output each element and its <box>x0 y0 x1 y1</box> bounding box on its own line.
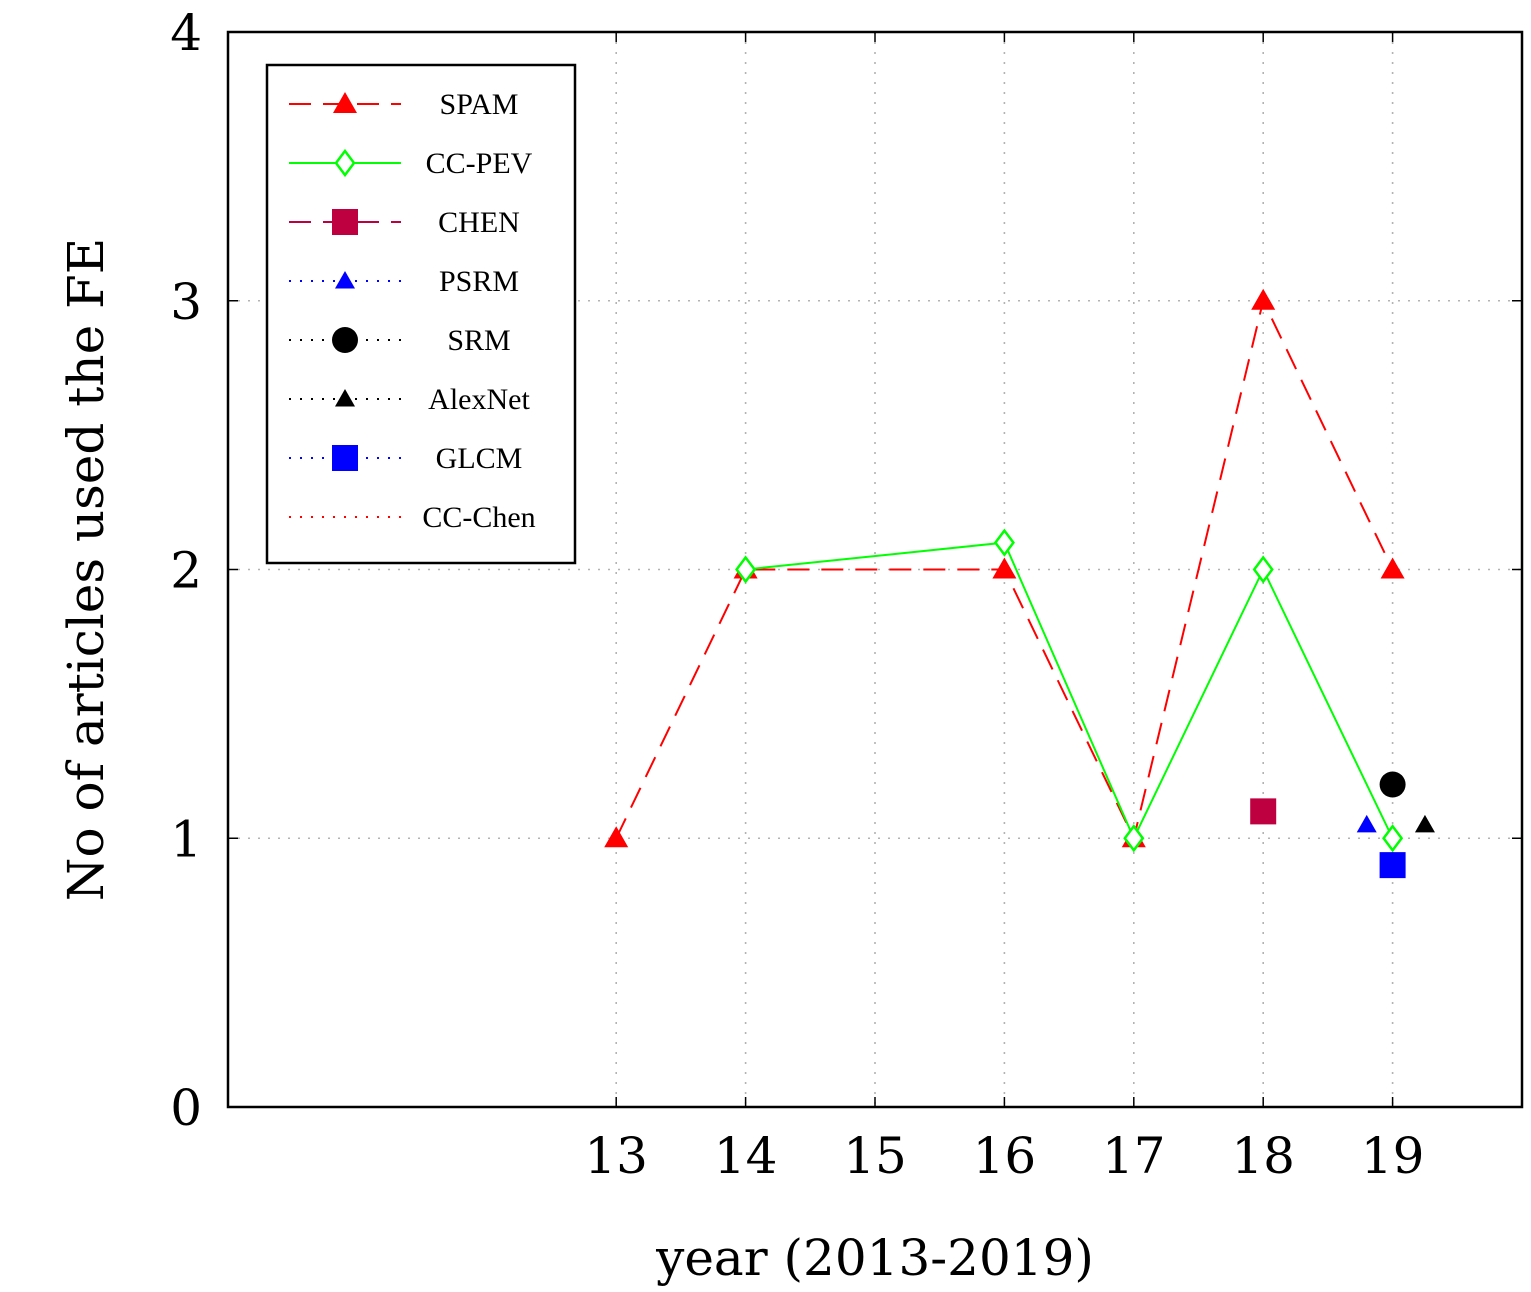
x-axis-tick-labels: 13 14 15 16 17 18 19 <box>584 1127 1424 1185</box>
legend-label: SPAM <box>440 88 519 121</box>
data-point-psrm <box>1356 814 1377 833</box>
data-point-glcm <box>1379 852 1406 879</box>
x-tick-label: 16 <box>973 1127 1037 1185</box>
x-axis-title: year (2013-2019) <box>655 1229 1094 1287</box>
legend-entry-srm: SRM <box>289 324 511 357</box>
x-tick-label: 13 <box>584 1127 648 1185</box>
data-point-spam <box>1380 557 1405 579</box>
series-markers <box>604 288 1435 879</box>
legend-entry-cc-pev: CC-PEV <box>289 147 533 180</box>
legend-entry-glcm: GLCM <box>289 442 522 475</box>
x-tick-label: 19 <box>1361 1127 1425 1185</box>
data-point-cc-pev <box>993 528 1015 557</box>
legend-label: CHEN <box>438 206 520 239</box>
legend-label: GLCM <box>436 442 523 475</box>
data-point-alexnet <box>1414 814 1435 833</box>
legend-entry-chen: CHEN <box>289 206 520 239</box>
y-tick-label: 3 <box>170 273 202 331</box>
axis-ticks <box>228 31 1522 1108</box>
data-point-chen <box>1250 798 1277 825</box>
legend-marker <box>332 327 358 353</box>
legend-entry-spam: SPAM <box>289 88 518 121</box>
data-point-spam <box>1251 288 1276 310</box>
y-axis-tick-labels: 0 1 2 3 4 <box>170 4 202 1137</box>
y-tick-label: 2 <box>170 542 202 600</box>
legend: SPAM CC-PEV CHEN PSRM SRM AlexNet GLCM CC-Chen <box>265 63 577 565</box>
data-point-spam <box>604 826 629 848</box>
legend-label: CC-Chen <box>422 501 535 534</box>
legend-entry-psrm: PSRM <box>289 265 519 298</box>
legend-marker <box>332 209 358 235</box>
series-line-cc-pev <box>745 541 1394 841</box>
data-point-cc-pev <box>735 555 757 584</box>
legend-marker <box>333 92 357 113</box>
legend-marker <box>335 271 355 289</box>
legend-marker <box>335 389 355 407</box>
x-tick-label: 17 <box>1102 1127 1166 1185</box>
legend-box <box>265 63 577 565</box>
data-point-srm <box>1379 771 1406 798</box>
legend-label: AlexNet <box>428 383 530 416</box>
legend-label: SRM <box>447 324 510 357</box>
data-point-cc-pev <box>1123 824 1145 853</box>
y-tick-label: 4 <box>170 4 202 62</box>
y-tick-label: 0 <box>170 1079 202 1137</box>
y-axis-title: No of articles used the FE <box>57 238 115 902</box>
legend-entry-alexnet: AlexNet <box>289 383 530 416</box>
legend-entry-cc-chen: CC-Chen <box>289 501 536 534</box>
x-tick-label: 14 <box>714 1127 778 1185</box>
legend-label: PSRM <box>439 265 519 298</box>
data-point-cc-pev <box>1382 824 1404 853</box>
data-point-cc-pev <box>1252 555 1274 584</box>
legend-label: CC-PEV <box>426 147 533 180</box>
legend-marker <box>334 148 356 178</box>
y-tick-label: 1 <box>170 810 202 868</box>
data-point-spam <box>992 557 1017 579</box>
x-tick-label: 18 <box>1231 1127 1295 1185</box>
legend-marker <box>332 445 358 471</box>
series-line-spam <box>615 297 1394 842</box>
x-tick-label: 15 <box>843 1127 907 1185</box>
